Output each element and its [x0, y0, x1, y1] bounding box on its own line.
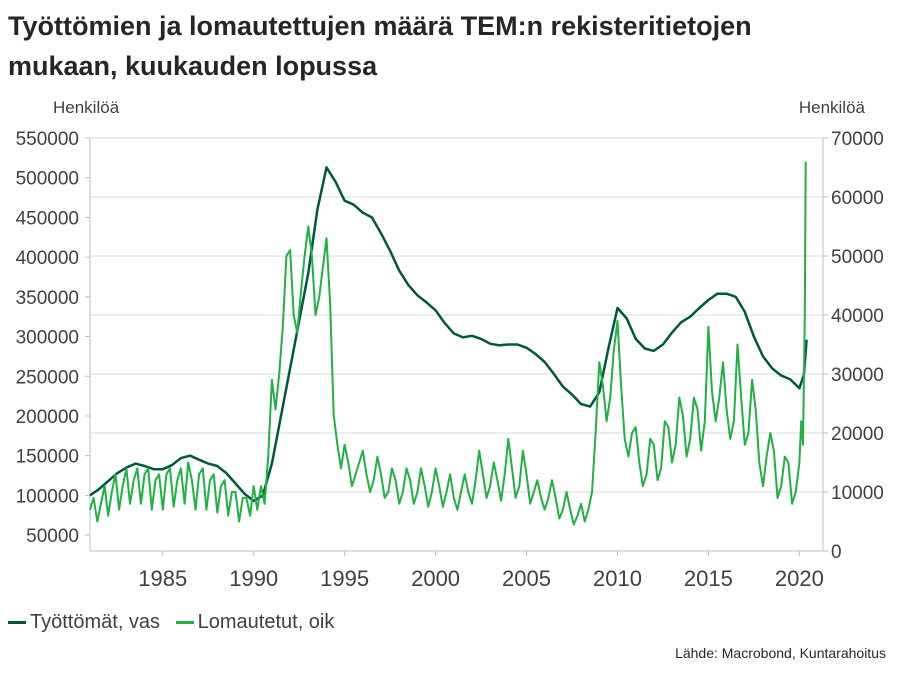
- x-tick-label: 2015: [684, 566, 733, 591]
- right-axis-label: Henkilöä: [799, 98, 866, 117]
- series-line-lomautetut: [89, 161, 807, 526]
- right-tick-label: 10000: [831, 483, 884, 504]
- left-tick-label: 450000: [16, 208, 79, 229]
- legend-label-tyottomat: Työttömät, vas: [30, 611, 161, 633]
- left-tick-label: 550000: [16, 129, 79, 150]
- right-tick-label: 60000: [831, 188, 884, 209]
- left-y-axis-ticks: 50000 100000 150000 200000 250000 300000 35000…: [16, 129, 90, 547]
- right-tick-label: 70000: [831, 129, 884, 150]
- chart-title: Työttömien ja lomautettujen määrä TEM:n …: [8, 6, 888, 86]
- left-tick-label: 200000: [16, 407, 79, 428]
- x-tick-label: 1985: [138, 566, 187, 591]
- legend: Työttömät, vas Lomautetut, oik: [8, 607, 344, 634]
- left-tick-label: 400000: [16, 248, 79, 269]
- x-tick-label: 1995: [320, 566, 369, 591]
- left-tick-label: 300000: [16, 328, 79, 349]
- x-tick-label: 2000: [411, 566, 460, 591]
- left-tick-label: 100000: [16, 486, 79, 507]
- left-tick-label: 50000: [26, 526, 79, 547]
- gridlines: [90, 137, 823, 493]
- left-tick-label: 350000: [16, 288, 79, 309]
- right-tick-label: 30000: [831, 365, 884, 386]
- legend-item-lomautetut: Lomautetut, oik: [175, 611, 335, 634]
- left-axis-label: Henkilöä: [53, 98, 120, 117]
- right-tick-label: 50000: [831, 247, 884, 268]
- right-tick-label: 40000: [831, 306, 884, 327]
- left-tick-label: 250000: [16, 367, 79, 388]
- legend-item-tyottomat: Työttömät, vas: [8, 611, 160, 634]
- axes: [89, 138, 824, 552]
- x-axis-ticks: 1985 1990 1995 2000 2005 2010 2015 2020: [138, 551, 824, 591]
- x-tick-label: 2010: [593, 566, 642, 591]
- series-lines: [89, 161, 808, 526]
- legend-swatch-lomautetut: [175, 621, 194, 624]
- x-tick-label: 1990: [229, 566, 278, 591]
- x-tick-label: 2005: [502, 566, 551, 591]
- source-note: Lähde: Macrobond, Kuntarahoitus: [675, 645, 886, 661]
- right-y-axis-ticks: 0 10000 20000 30000 40000 50000 60000 70000: [823, 129, 884, 563]
- right-tick-label: 20000: [831, 424, 884, 445]
- legend-swatch-tyottomat: [8, 621, 26, 624]
- legend-label-lomautetut: Lomautetut, oik: [197, 611, 335, 633]
- left-tick-label: 150000: [16, 447, 79, 468]
- series-line-tyottomat: [89, 166, 808, 503]
- x-tick-label: 2020: [775, 566, 824, 591]
- right-tick-label: 0: [831, 542, 842, 563]
- chart-title-line-1: Työttömien ja lomautettujen määrä TEM:n …: [8, 11, 752, 41]
- left-tick-label: 500000: [16, 169, 79, 190]
- chart-title-line-2: mukaan, kuukauden lopussa: [8, 51, 378, 81]
